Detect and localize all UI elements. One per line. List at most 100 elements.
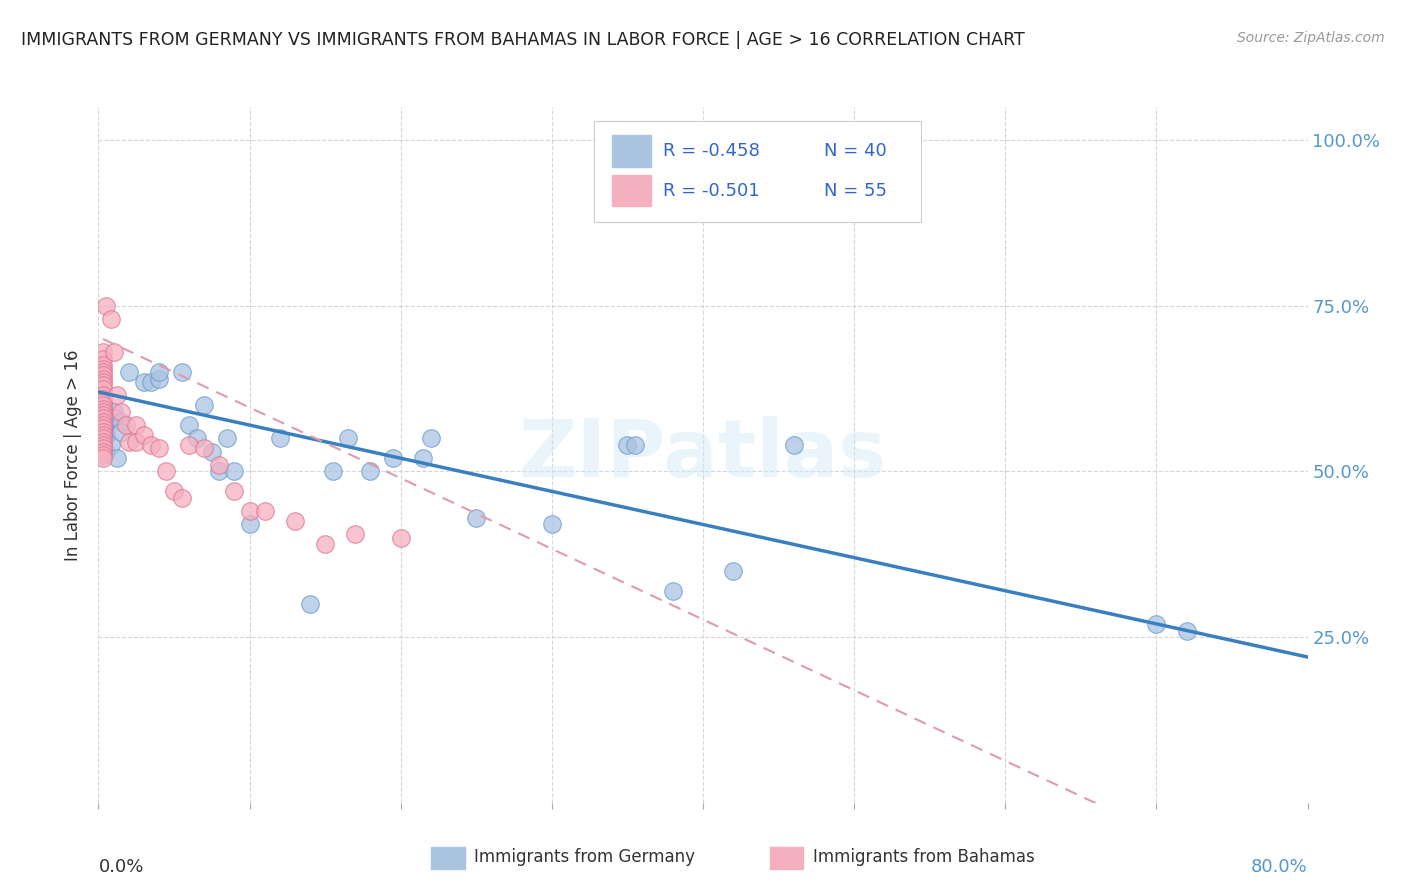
Point <box>91 395 114 409</box>
Point <box>91 431 114 445</box>
Point <box>148 365 170 379</box>
Point <box>91 434 114 449</box>
Point <box>105 388 128 402</box>
Point <box>783 438 806 452</box>
Point <box>299 597 322 611</box>
Point <box>224 465 246 479</box>
Point <box>91 415 114 429</box>
Point <box>179 418 201 433</box>
Point <box>141 438 163 452</box>
Point <box>91 361 114 376</box>
Text: 80.0%: 80.0% <box>1251 858 1308 877</box>
Point <box>208 458 231 472</box>
Point <box>269 431 291 445</box>
Point <box>253 504 276 518</box>
Point <box>616 438 638 452</box>
Point <box>163 484 186 499</box>
Point <box>94 415 117 429</box>
Point <box>215 431 238 445</box>
Point <box>94 428 117 442</box>
Point <box>420 431 443 445</box>
Point <box>239 504 262 518</box>
Point <box>148 442 170 456</box>
Point <box>322 465 344 479</box>
Point <box>91 418 114 433</box>
Point <box>91 359 114 373</box>
Point <box>540 517 562 532</box>
Point <box>170 365 193 379</box>
Point <box>91 408 114 422</box>
Text: R = -0.458: R = -0.458 <box>664 142 761 160</box>
Point <box>224 484 246 499</box>
Point <box>193 398 215 412</box>
Point <box>412 451 434 466</box>
Point <box>91 372 114 386</box>
Point <box>389 531 412 545</box>
Point <box>186 431 208 445</box>
Point <box>125 434 148 449</box>
Point <box>360 465 382 479</box>
FancyBboxPatch shape <box>595 121 921 222</box>
Point <box>91 442 114 456</box>
Point <box>91 438 114 452</box>
Point <box>94 444 117 458</box>
Point <box>155 465 177 479</box>
Text: IMMIGRANTS FROM GERMANY VS IMMIGRANTS FROM BAHAMAS IN LABOR FORCE | AGE > 16 COR: IMMIGRANTS FROM GERMANY VS IMMIGRANTS FR… <box>21 31 1025 49</box>
Point <box>239 517 262 532</box>
Text: N = 40: N = 40 <box>824 142 887 160</box>
Point <box>201 444 224 458</box>
Point <box>91 351 114 366</box>
Point <box>91 378 114 392</box>
Text: Source: ZipAtlas.com: Source: ZipAtlas.com <box>1237 31 1385 45</box>
Point <box>91 388 114 402</box>
Point <box>170 491 193 505</box>
Point <box>624 438 647 452</box>
Point <box>91 398 114 412</box>
Point <box>91 392 114 406</box>
Point <box>103 411 125 425</box>
Point <box>125 418 148 433</box>
Point <box>91 421 114 435</box>
Point <box>91 448 114 462</box>
Point <box>91 428 114 442</box>
Point <box>148 372 170 386</box>
Point <box>208 465 231 479</box>
Point <box>465 511 488 525</box>
Point <box>382 451 405 466</box>
Point <box>91 411 114 425</box>
Point <box>336 431 359 445</box>
Point <box>118 365 141 379</box>
Point <box>110 415 132 429</box>
Text: N = 55: N = 55 <box>824 182 887 200</box>
Point <box>179 438 201 452</box>
Y-axis label: In Labor Force | Age > 16: In Labor Force | Age > 16 <box>65 349 83 561</box>
Point <box>132 375 155 389</box>
Bar <box>613 136 651 167</box>
Text: Immigrants from Bahamas: Immigrants from Bahamas <box>813 848 1035 866</box>
Point <box>132 428 155 442</box>
Point <box>314 537 336 551</box>
Point <box>91 451 114 466</box>
Point <box>105 451 128 466</box>
Point <box>91 444 114 458</box>
Point <box>193 442 215 456</box>
Point <box>114 418 136 433</box>
Point <box>91 365 114 379</box>
Point <box>118 434 141 449</box>
Point <box>94 299 117 313</box>
Bar <box>432 847 465 869</box>
Bar <box>769 847 803 869</box>
Point <box>91 375 114 389</box>
Point <box>91 382 114 396</box>
Point <box>344 527 367 541</box>
Point <box>110 425 132 439</box>
Point <box>103 345 125 359</box>
Point <box>723 564 745 578</box>
Text: ZIPatlas: ZIPatlas <box>519 416 887 494</box>
Point <box>100 312 122 326</box>
Point <box>91 368 114 383</box>
Point <box>103 405 125 419</box>
Point <box>110 405 132 419</box>
Point <box>91 345 114 359</box>
Point <box>100 438 122 452</box>
